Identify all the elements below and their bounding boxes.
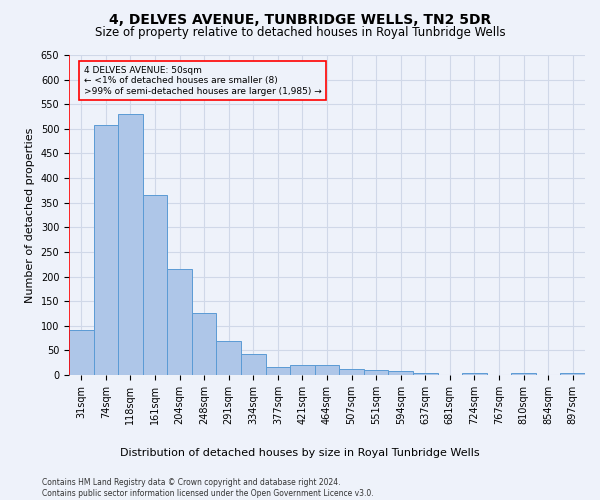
Bar [560, 373, 585, 375]
Bar [462, 372, 487, 375]
Bar [388, 371, 413, 375]
Bar [118, 114, 143, 375]
Bar [511, 373, 536, 375]
Bar [94, 126, 118, 375]
Bar [290, 365, 315, 375]
Y-axis label: Number of detached properties: Number of detached properties [25, 128, 35, 302]
Text: Distribution of detached houses by size in Royal Tunbridge Wells: Distribution of detached houses by size … [120, 448, 480, 458]
Bar [364, 370, 388, 375]
Text: Contains HM Land Registry data © Crown copyright and database right 2024.
Contai: Contains HM Land Registry data © Crown c… [42, 478, 374, 498]
Text: Size of property relative to detached houses in Royal Tunbridge Wells: Size of property relative to detached ho… [95, 26, 505, 39]
Bar [69, 330, 94, 375]
Text: 4, DELVES AVENUE, TUNBRIDGE WELLS, TN2 5DR: 4, DELVES AVENUE, TUNBRIDGE WELLS, TN2 5… [109, 12, 491, 26]
Bar [339, 369, 364, 375]
Bar [413, 372, 437, 375]
Bar [167, 269, 192, 375]
Bar [192, 313, 217, 375]
Text: 4 DELVES AVENUE: 50sqm
← <1% of detached houses are smaller (8)
>99% of semi-det: 4 DELVES AVENUE: 50sqm ← <1% of detached… [84, 66, 322, 96]
Bar [315, 365, 339, 375]
Bar [217, 340, 241, 375]
Bar [143, 196, 167, 375]
Bar [266, 367, 290, 375]
Bar [241, 354, 266, 375]
